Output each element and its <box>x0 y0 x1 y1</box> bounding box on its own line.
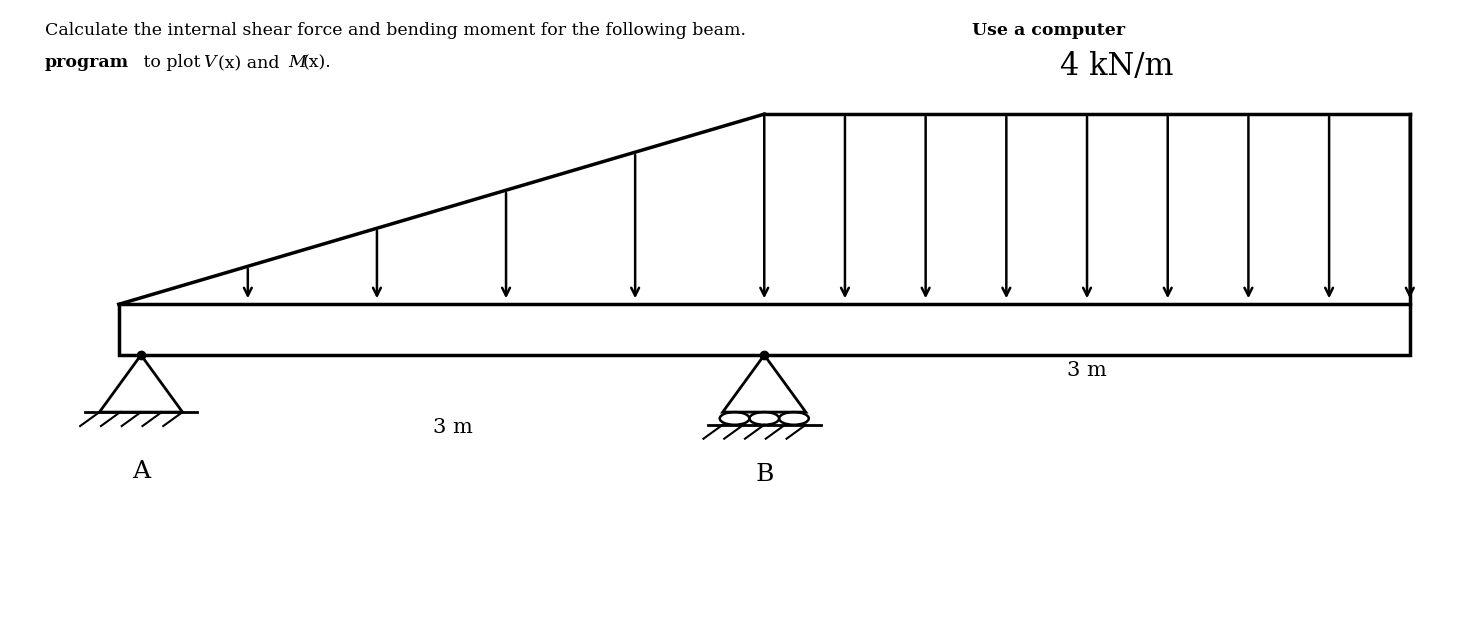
Text: M: M <box>288 54 306 71</box>
Text: Use a computer: Use a computer <box>972 22 1125 39</box>
Polygon shape <box>119 304 1410 355</box>
Text: (x) and: (x) and <box>218 54 285 71</box>
Text: (x).: (x). <box>303 54 331 71</box>
Text: 3 m: 3 m <box>433 418 472 437</box>
Text: 4 kN/m: 4 kN/m <box>1060 51 1174 82</box>
Text: to plot: to plot <box>138 54 206 71</box>
Text: B: B <box>755 463 773 486</box>
Text: A: A <box>132 460 150 482</box>
Text: Calculate the internal shear force and bending moment for the following beam.: Calculate the internal shear force and b… <box>45 22 751 39</box>
Text: program: program <box>45 54 129 71</box>
Text: 3 m: 3 m <box>1067 361 1107 380</box>
Text: V: V <box>203 54 215 71</box>
